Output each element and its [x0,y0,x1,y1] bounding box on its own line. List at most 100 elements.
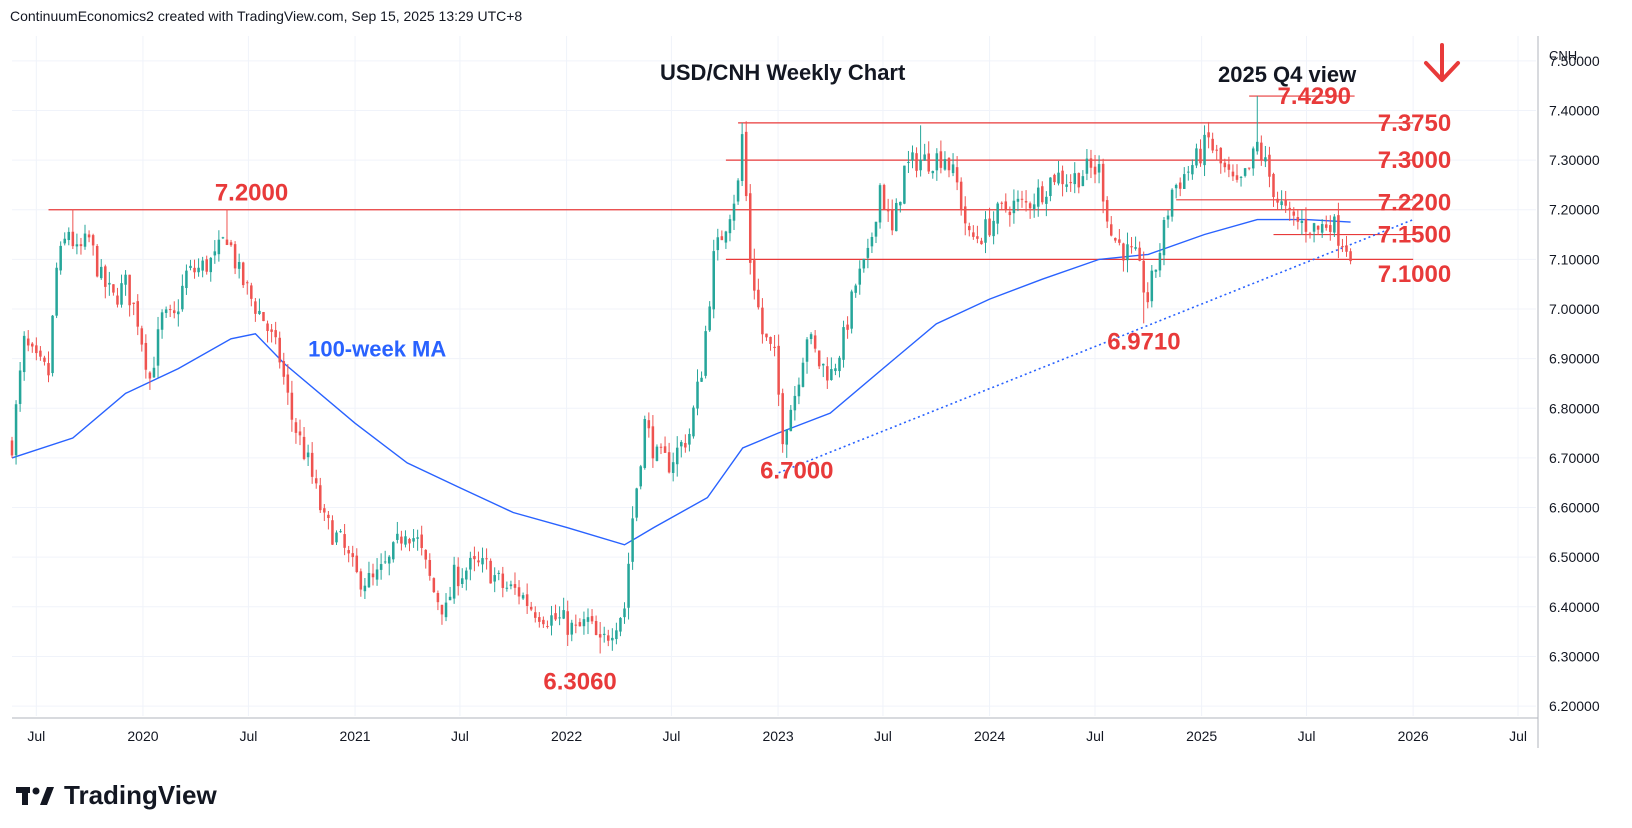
candle-body [1036,187,1040,207]
candle [765,333,768,342]
candle-body [647,420,651,429]
candle [1333,214,1336,238]
candle-body [1028,203,1032,209]
time-axis[interactable]: Jul 2020 Jul 2021 Jul 2022 Jul 2023 Jul 2024 Jul 20… [27,728,1527,744]
candle-body [424,549,427,560]
price-tick-label: 6.80000 [1549,400,1600,416]
price-axis[interactable]: 6.20000 6.30000 6.40000 6.50000 6.60000 6.700… [1549,53,1600,714]
candle [1057,160,1060,186]
candle [700,371,703,382]
candle [732,194,736,230]
candle [172,301,176,319]
candle [651,415,655,468]
candle-body [379,564,383,570]
time-tick-label: 2020 [127,728,158,744]
candle [753,248,756,300]
candle [481,547,484,573]
candle-body [136,301,140,327]
candle [1032,193,1036,218]
candle [201,256,204,278]
candle-body [55,267,58,316]
candle-body [1097,164,1101,173]
candle-body [416,537,419,539]
candle [1126,232,1129,273]
candle-body [801,362,805,387]
tradingview-wordmark: TradingView [64,780,217,810]
candle-body [1243,168,1247,176]
candle-body [1085,158,1089,174]
candle-body [1215,149,1218,151]
candle [1260,135,1263,166]
candle-body [140,328,144,345]
candle [684,434,687,453]
candle [112,284,115,296]
candle-body [404,536,407,545]
candle [1276,191,1279,210]
time-tick-label: Jul [1509,728,1527,744]
candle-body [331,520,334,545]
candle-body [1264,157,1267,162]
candle [108,271,111,296]
candle [826,357,829,389]
candle-body [310,452,314,477]
candle [578,618,582,627]
candle-body [635,488,638,518]
candle [43,355,46,366]
candle [1162,217,1166,266]
candle-body [1166,215,1170,220]
candle-body [935,153,939,171]
candle-body [444,602,448,618]
candle [1288,201,1291,221]
candle [1036,179,1040,217]
candle [1065,174,1068,193]
candle-body [854,285,857,293]
candle-body [335,532,338,543]
candle [972,225,975,240]
candle-body [611,637,614,641]
candle-body [505,587,509,589]
candle-body [465,570,468,580]
candle-body [797,384,801,397]
candle-body [432,578,436,593]
candle [83,224,87,250]
candle-body [22,335,26,373]
candle [704,325,707,379]
candle [1178,177,1182,197]
candle-body [684,442,687,448]
candle [278,331,281,369]
candle-body [534,612,537,618]
candle [262,311,265,322]
candle [696,369,699,416]
candle-body [988,218,991,236]
candle-body [517,587,521,597]
candle [339,529,342,533]
candle-body [554,613,557,620]
candle-body [773,346,776,349]
candle-body [440,604,444,615]
candle [250,282,253,307]
candle-body [327,514,330,519]
candle [777,334,780,407]
candle [168,304,172,318]
price-tick-label: 6.60000 [1549,500,1600,516]
candle [1231,164,1235,182]
candle [1061,165,1064,197]
candle-body [1256,141,1259,152]
candle [509,580,513,590]
candle [177,299,180,327]
candle [75,233,79,255]
time-tick-label: 2026 [1398,728,1429,744]
candle-body [542,619,545,625]
candle-body [213,251,217,256]
candle [874,221,878,244]
candle-body [704,331,707,376]
candle-body [769,336,772,344]
candle [1280,190,1283,210]
candle-body [1016,198,1020,202]
candle-body [513,584,517,588]
candle-body [915,153,918,171]
candle [538,612,541,628]
candle [160,309,164,339]
candle-body [1162,219,1166,256]
